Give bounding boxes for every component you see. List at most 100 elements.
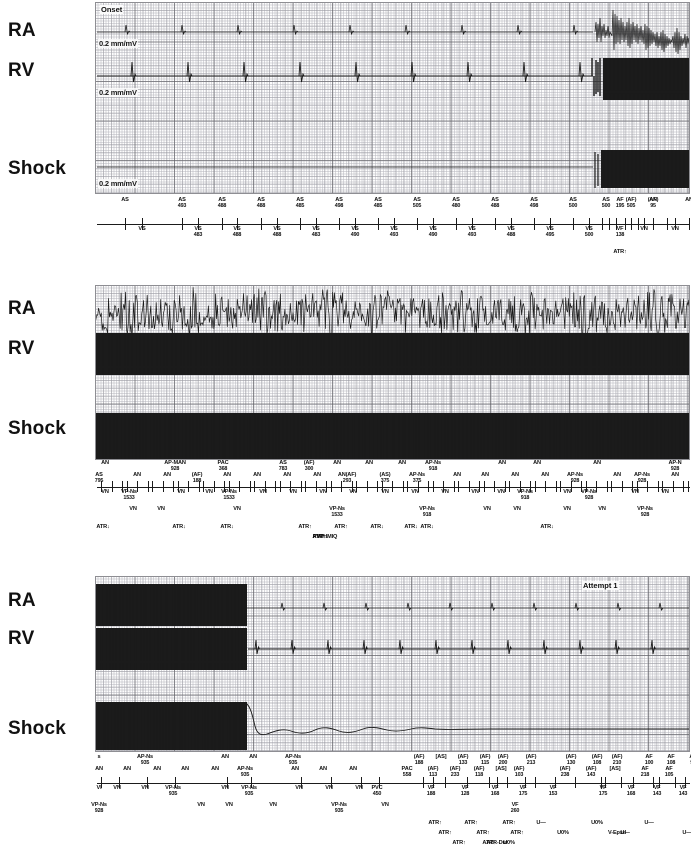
- marker-ventricular: VN: [289, 489, 297, 495]
- marker-tick: [101, 481, 102, 492]
- marker-atrial: AN: [181, 766, 189, 772]
- marker-tick: [316, 481, 317, 492]
- egm-panel-3: Attempt 1: [95, 576, 690, 752]
- marker-ventricular: VN: [319, 489, 327, 495]
- marker-tick: [605, 777, 606, 788]
- marker-ventricular: VN: [640, 226, 648, 232]
- marker-ventricular: VP-Ns 935: [241, 785, 257, 797]
- marker-ventricular: VN: [295, 785, 303, 791]
- marker-tick: [581, 481, 582, 492]
- marker-atrial: AF 100: [644, 754, 654, 766]
- marker-tick: [443, 481, 444, 492]
- marker-atrial: (AF) 188: [191, 472, 203, 484]
- marker-tick: [394, 218, 395, 230]
- marker-ventricular: VP-Ns 935: [331, 802, 347, 814]
- marker-tick: [621, 777, 622, 788]
- marker-tick: [214, 481, 215, 492]
- marker-atrial: AN: [133, 472, 141, 478]
- marker-tick: [423, 777, 424, 788]
- marker-tick: [125, 218, 126, 230]
- marker-ventricular: PVC 450: [371, 785, 383, 797]
- marker-atrial: AN: [481, 472, 489, 478]
- marker-channel-1: AS AS 493 AS 488 AS 488 AS 485 AS 498 AS 485 AS 505 AS 4…: [97, 197, 691, 276]
- marker-tick: [433, 218, 434, 230]
- marker-event: ATR↑: [476, 830, 490, 836]
- marker-ventricular: VS 488: [232, 226, 242, 238]
- marker-atrial: AN: [163, 472, 171, 478]
- marker-atrial: (AF) 238: [559, 766, 571, 778]
- marker-tick: [339, 218, 340, 230]
- marker-axis-2: [97, 487, 690, 488]
- marker-tick: [367, 481, 368, 492]
- marker-atrial: AN: [101, 460, 109, 466]
- marker-tick: [237, 218, 238, 230]
- marker-tick: [535, 481, 536, 492]
- marker-event: U—: [620, 830, 630, 836]
- marker-ventricular: VN: [101, 489, 109, 495]
- marker-ventricular: VP-Ns 1533: [221, 489, 237, 501]
- marker-tick: [495, 218, 496, 230]
- marker-atrial: AS 505: [412, 197, 422, 209]
- marker-atrial: (AF) 213: [525, 754, 537, 766]
- marker-tick: [534, 218, 535, 230]
- marker-tick: [525, 777, 526, 788]
- marker-ventricular: VS 488: [272, 226, 282, 238]
- channel-label-rv-panel1: RV: [8, 60, 35, 81]
- marker-event: ATR-Dur: [486, 840, 508, 846]
- marker-atrial: (AF) 200: [497, 754, 509, 766]
- marker-tick: [644, 218, 645, 230]
- marker-tick: [147, 777, 148, 788]
- marker-tick: [560, 481, 561, 492]
- marker-ventricular: VS 483: [311, 226, 321, 238]
- marker-event: ATR↓: [220, 524, 234, 530]
- marker-tick: [673, 481, 674, 492]
- marker-tick: [609, 218, 610, 230]
- marker-tick: [152, 481, 153, 492]
- marker-event: ATR↓: [172, 524, 186, 530]
- marker-atrial: AP-Ns 928: [633, 472, 651, 484]
- marker-ventricular: VN: [381, 802, 389, 808]
- marker-atrial: AN: [291, 766, 299, 772]
- marker-tick: [331, 481, 332, 492]
- marker-tick: [607, 481, 608, 492]
- marker-tick: [653, 218, 654, 230]
- marker-tick: [290, 481, 291, 492]
- marker-event: U—: [536, 820, 546, 826]
- marker-atrial: AN: [541, 472, 549, 478]
- marker-event: ATR↓: [404, 524, 418, 530]
- channel-label-ra-panel2: RA: [8, 298, 36, 319]
- marker-atrial: AN: [283, 472, 291, 478]
- marker-tick: [445, 777, 446, 788]
- marker-ventricular: VP-Ns 935: [165, 785, 181, 797]
- marker-ventricular: VF 138: [615, 226, 625, 238]
- marker-tick: [497, 777, 498, 788]
- marker-tick: [689, 218, 690, 230]
- marker-ventricular: VN: [411, 489, 419, 495]
- marker-tick: [300, 218, 301, 230]
- attempt-label: Attempt 1: [582, 581, 619, 590]
- marker-tick: [377, 481, 378, 492]
- marker-atrial: AN: [319, 766, 327, 772]
- marker-tick: [142, 218, 143, 230]
- marker-tick: [392, 481, 393, 492]
- marker-event: U0%: [503, 840, 515, 846]
- marker-tick: [222, 218, 223, 230]
- marker-tick: [472, 218, 473, 230]
- marker-ventricular: VF 143: [678, 785, 688, 797]
- marker-tick: [507, 777, 508, 788]
- marker-tick: [326, 481, 327, 492]
- marker-ventricular: VN: [563, 506, 571, 512]
- marker-tick: [556, 481, 557, 492]
- marker-ventricular: VN: [233, 506, 241, 512]
- marker-atrial: AN: [333, 460, 341, 466]
- marker-ventricular: VF 175: [518, 785, 528, 797]
- marker-atrial: (AF) 118: [473, 766, 485, 778]
- marker-tick: [198, 218, 199, 230]
- marker-atrial: (AF) 233: [449, 766, 461, 778]
- marker-tick: [101, 777, 102, 788]
- marker-atrial: (AF) 103: [513, 766, 525, 778]
- marker-atrial: (AF) 143: [585, 766, 597, 778]
- marker-atrial: AN: [398, 460, 406, 466]
- marker-tick: [418, 481, 419, 492]
- marker-tick: [494, 481, 495, 492]
